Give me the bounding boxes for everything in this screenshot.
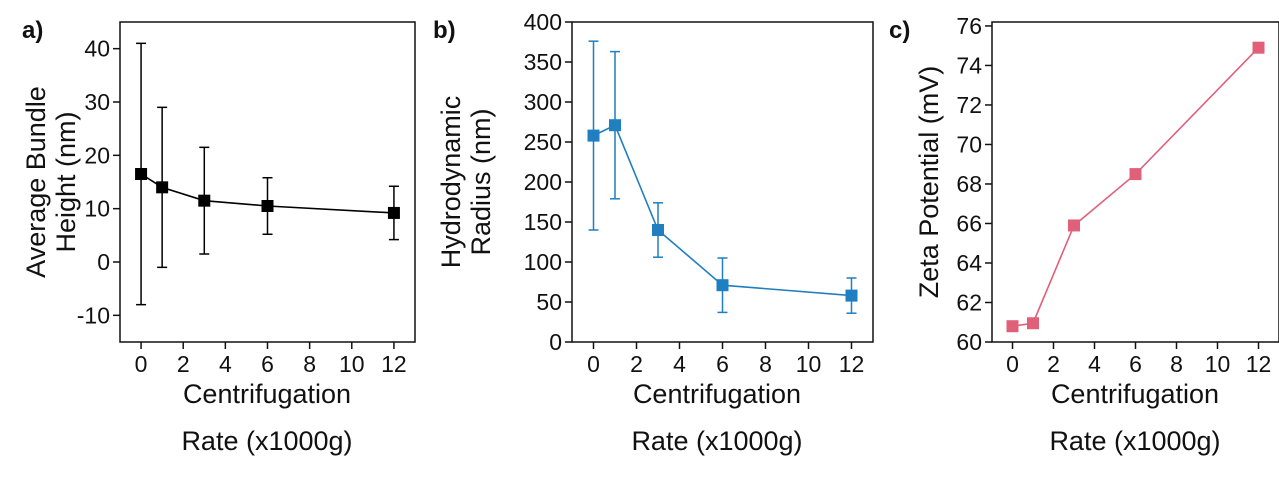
y-tick-label: 20 [84,142,110,168]
x-axis-label: Centrifugation [1051,379,1219,409]
data-point [156,181,169,194]
y-tick-label: 30 [84,89,110,115]
x-tick-label: 2 [177,351,190,377]
x-tick-label: 4 [673,351,686,377]
series-line [1012,47,1260,327]
x-tick-label: 2 [630,351,643,377]
data-point [609,119,621,132]
y-tick-label: 350 [524,49,562,75]
x-tick-label: 8 [759,351,772,377]
y-tick-label: 0 [549,329,562,355]
data-point [1006,320,1019,333]
x-tick-label: 6 [1129,351,1142,377]
x-tick-label: 12 [839,351,865,377]
y-tick-label: 40 [84,36,110,62]
y-tick-label: 300 [524,89,562,115]
y-tick-label: 150 [524,209,562,235]
y-axis-label: Radius (nm) [466,108,496,255]
x-tick-label: 8 [303,351,316,377]
y-tick-label: 60 [956,329,982,355]
data-point [1129,168,1142,181]
x-tick-label: 12 [381,351,407,377]
x-tick-label: 6 [716,351,729,377]
x-tick-label: 6 [261,351,274,377]
x-axis-label: Centrifugation [633,379,801,409]
y-tick-label: 64 [956,250,982,276]
x-tick-label: 0 [587,351,600,377]
data-point [845,289,858,302]
x-tick-label: 4 [219,351,232,377]
data-point [198,194,211,207]
x-tick-label: 10 [339,351,365,377]
y-tick-label: 400 [524,9,562,35]
panel-label: c) [889,17,910,44]
data-point [1068,219,1080,232]
panel-label: a) [22,17,43,44]
y-tick-label: 62 [956,289,982,315]
y-tick-label: 10 [84,196,110,222]
data-point [1252,41,1265,54]
data-point [1027,317,1039,330]
data-point [716,279,729,292]
y-axis-label: Average Bundle [21,86,51,278]
x-tick-label: 0 [1006,351,1019,377]
data-point [261,200,274,212]
y-tick-label: -10 [77,302,110,328]
y-tick-label: 68 [956,171,982,197]
x-tick-label: 2 [1047,351,1060,377]
y-axis-label: Height (nm) [51,111,81,252]
y-tick-label: 50 [536,289,562,315]
panel-label: b) [433,17,456,44]
x-axis-label: Rate (x1000g) [631,426,802,456]
y-tick-label: 72 [956,92,982,118]
data-point [652,224,664,236]
x-tick-label: 12 [1246,351,1272,377]
x-tick-label: 4 [1088,351,1101,377]
y-tick-label: 100 [524,249,562,275]
y-tick-label: 0 [97,249,110,275]
x-axis-label: Rate (x1000g) [181,426,352,456]
x-axis-label: Rate (x1000g) [1049,426,1220,456]
x-tick-label: 8 [1170,351,1183,377]
y-tick-label: 200 [524,169,562,195]
data-point [587,129,600,142]
data-point [387,206,400,219]
x-tick-label: 10 [796,351,822,377]
chart-panel-1: a) -10 0 10 20 30 40 0 2 4 6 8 10 12 Average Bundle Hei… [21,17,416,456]
y-tick-label: 70 [956,131,982,157]
x-tick-label: 10 [1205,351,1231,377]
y-tick-label: 250 [524,129,562,155]
y-tick-label: 74 [956,52,982,78]
chart-panel-2: b) 0 50 100 150 200 250 300 350 400 0 2 4 6 8 10 12 Hydro… [433,9,874,456]
y-axis-label: Zeta Potential (mV) [914,66,944,299]
y-tick-label: 76 [956,13,982,39]
x-axis-label: Centrifugation [183,379,351,409]
x-tick-label: 0 [135,351,148,377]
data-point [135,168,148,180]
y-tick-label: 66 [956,210,982,236]
y-axis-label: Hydrodynamic [436,96,466,269]
